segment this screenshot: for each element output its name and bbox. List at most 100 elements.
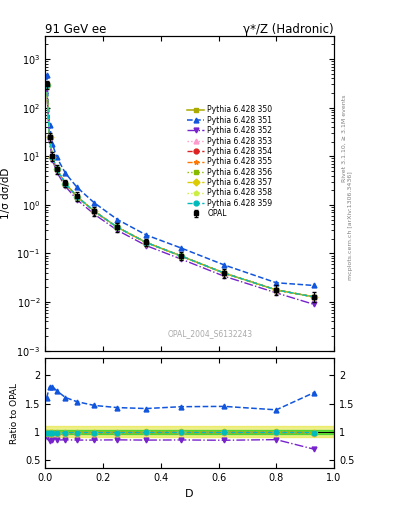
Pythia 6.428 351 xyxy=(312,283,316,289)
Pythia 6.428 350 xyxy=(115,224,120,230)
Pythia 6.428 350 xyxy=(222,270,227,276)
Pythia 6.428 357 xyxy=(44,82,49,88)
Line: Pythia 6.428 354: Pythia 6.428 354 xyxy=(44,82,316,300)
Pythia 6.428 353 xyxy=(274,287,279,293)
Pythia 6.428 353 xyxy=(222,270,227,276)
Pythia 6.428 354 xyxy=(274,287,279,293)
Pythia 6.428 357 xyxy=(178,253,183,259)
Text: mcplots.cern.ch [arXiv:1306.3436]: mcplots.cern.ch [arXiv:1306.3436] xyxy=(349,171,353,280)
Pythia 6.428 358 xyxy=(50,154,55,160)
Pythia 6.428 351 xyxy=(222,262,227,268)
Line: Pythia 6.428 351: Pythia 6.428 351 xyxy=(44,72,316,288)
Pythia 6.428 356 xyxy=(75,194,79,200)
Pythia 6.428 356 xyxy=(54,166,59,173)
Pythia 6.428 352 xyxy=(92,211,97,218)
Pythia 6.428 350 xyxy=(144,240,149,246)
Pythia 6.428 350 xyxy=(54,166,59,173)
Pythia 6.428 359 xyxy=(115,224,120,230)
Text: γ*/Z (Hadronic): γ*/Z (Hadronic) xyxy=(243,23,334,36)
Pythia 6.428 350 xyxy=(312,294,316,300)
Pythia 6.428 355 xyxy=(115,224,120,230)
Pythia 6.428 355 xyxy=(178,253,183,259)
Pythia 6.428 353 xyxy=(54,166,59,173)
Line: Pythia 6.428 350: Pythia 6.428 350 xyxy=(44,82,316,300)
Pythia 6.428 358 xyxy=(222,270,227,276)
Pythia 6.428 350 xyxy=(274,287,279,293)
Pythia 6.428 351 xyxy=(115,217,120,223)
Pythia 6.428 358 xyxy=(92,208,97,215)
Pythia 6.428 355 xyxy=(312,294,316,300)
Pythia 6.428 357 xyxy=(312,294,316,300)
Pythia 6.428 354 xyxy=(115,224,120,230)
Text: OPAL_2004_S6132243: OPAL_2004_S6132243 xyxy=(167,329,252,338)
Pythia 6.428 354 xyxy=(75,194,79,200)
Pythia 6.428 354 xyxy=(178,253,183,259)
Pythia 6.428 357 xyxy=(222,270,227,276)
Line: Pythia 6.428 355: Pythia 6.428 355 xyxy=(44,82,316,300)
Pythia 6.428 359 xyxy=(222,270,227,276)
Pythia 6.428 357 xyxy=(50,154,55,160)
Pythia 6.428 351 xyxy=(274,280,279,286)
Pythia 6.428 359 xyxy=(75,194,79,200)
Pythia 6.428 353 xyxy=(63,180,68,186)
Pythia 6.428 352 xyxy=(144,243,149,249)
Pythia 6.428 351 xyxy=(92,200,97,206)
Pythia 6.428 356 xyxy=(63,180,68,186)
Pythia 6.428 354 xyxy=(92,208,97,215)
Pythia 6.428 353 xyxy=(47,134,52,140)
Pythia 6.428 351 xyxy=(144,232,149,238)
Pythia 6.428 359 xyxy=(50,154,55,160)
Pythia 6.428 352 xyxy=(50,157,55,163)
Pythia 6.428 352 xyxy=(44,83,49,90)
Line: Pythia 6.428 359: Pythia 6.428 359 xyxy=(44,82,316,300)
Text: Rivet 3.1.10, ≥ 3.1M events: Rivet 3.1.10, ≥ 3.1M events xyxy=(342,95,346,182)
Pythia 6.428 353 xyxy=(50,154,55,160)
Line: Pythia 6.428 352: Pythia 6.428 352 xyxy=(44,84,316,307)
Pythia 6.428 357 xyxy=(54,166,59,173)
Pythia 6.428 351 xyxy=(178,245,183,251)
Pythia 6.428 359 xyxy=(178,253,183,259)
Pythia 6.428 356 xyxy=(92,208,97,215)
Pythia 6.428 352 xyxy=(54,169,59,175)
Pythia 6.428 359 xyxy=(63,180,68,186)
Line: Pythia 6.428 353: Pythia 6.428 353 xyxy=(44,82,316,300)
Pythia 6.428 355 xyxy=(54,166,59,173)
Pythia 6.428 357 xyxy=(63,180,68,186)
Pythia 6.428 356 xyxy=(44,82,49,88)
Pythia 6.428 351 xyxy=(47,121,52,127)
Pythia 6.428 355 xyxy=(92,208,97,215)
Pythia 6.428 358 xyxy=(312,294,316,300)
Pythia 6.428 354 xyxy=(50,154,55,160)
Pythia 6.428 353 xyxy=(92,208,97,215)
Pythia 6.428 352 xyxy=(75,197,79,203)
Pythia 6.428 352 xyxy=(312,301,316,307)
Pythia 6.428 350 xyxy=(44,82,49,88)
Pythia 6.428 351 xyxy=(54,154,59,160)
Pythia 6.428 350 xyxy=(63,180,68,186)
Pythia 6.428 352 xyxy=(47,138,52,144)
Pythia 6.428 358 xyxy=(75,194,79,200)
Pythia 6.428 356 xyxy=(312,294,316,300)
Pythia 6.428 357 xyxy=(274,287,279,293)
Pythia 6.428 353 xyxy=(144,240,149,246)
Pythia 6.428 358 xyxy=(47,134,52,140)
Pythia 6.428 357 xyxy=(75,194,79,200)
Pythia 6.428 359 xyxy=(47,134,52,140)
Pythia 6.428 354 xyxy=(63,180,68,186)
Line: Pythia 6.428 357: Pythia 6.428 357 xyxy=(44,82,316,300)
Pythia 6.428 356 xyxy=(222,270,227,276)
Pythia 6.428 350 xyxy=(178,253,183,259)
Pythia 6.428 357 xyxy=(47,134,52,140)
Pythia 6.428 354 xyxy=(144,240,149,246)
Pythia 6.428 354 xyxy=(54,166,59,173)
Pythia 6.428 356 xyxy=(178,253,183,259)
Bar xyxy=(45,430,334,434)
Legend: Pythia 6.428 350, Pythia 6.428 351, Pythia 6.428 352, Pythia 6.428 353, Pythia 6: Pythia 6.428 350, Pythia 6.428 351, Pyth… xyxy=(187,105,272,218)
Pythia 6.428 350 xyxy=(92,208,97,215)
Pythia 6.428 358 xyxy=(63,180,68,186)
Pythia 6.428 353 xyxy=(75,194,79,200)
Pythia 6.428 356 xyxy=(50,154,55,160)
Pythia 6.428 353 xyxy=(115,224,120,230)
Pythia 6.428 350 xyxy=(47,134,52,140)
Bar xyxy=(45,426,334,437)
